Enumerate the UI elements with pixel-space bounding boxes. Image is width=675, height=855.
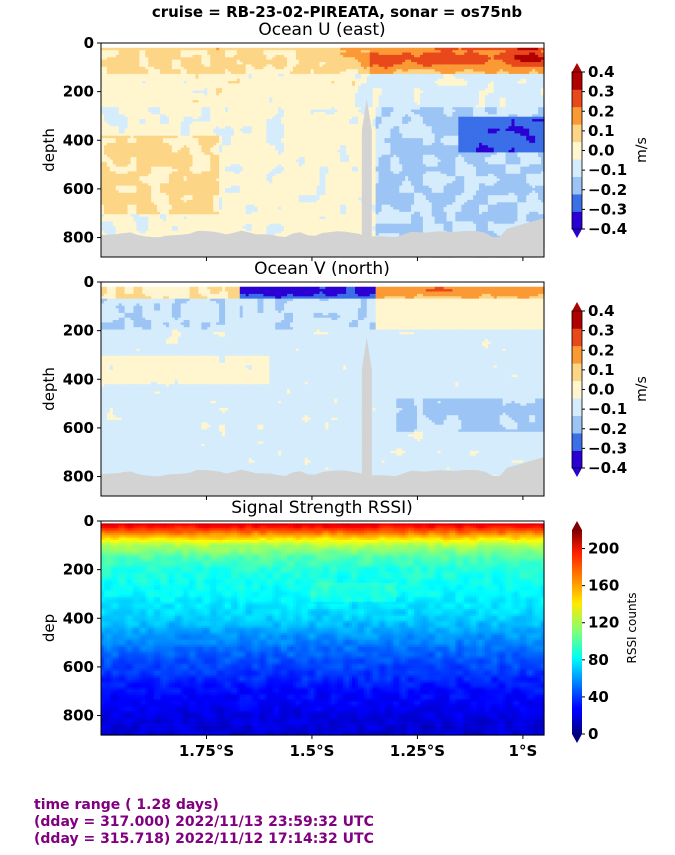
figure: cruise = RB-23-02-PIREATA, sonar = os75n…: [0, 0, 675, 855]
plot-ocean-u: [101, 43, 545, 258]
panel-u-title: Ocean U (east): [258, 20, 385, 40]
suptitle: cruise = RB-23-02-PIREATA, sonar = os75n…: [152, 3, 523, 21]
